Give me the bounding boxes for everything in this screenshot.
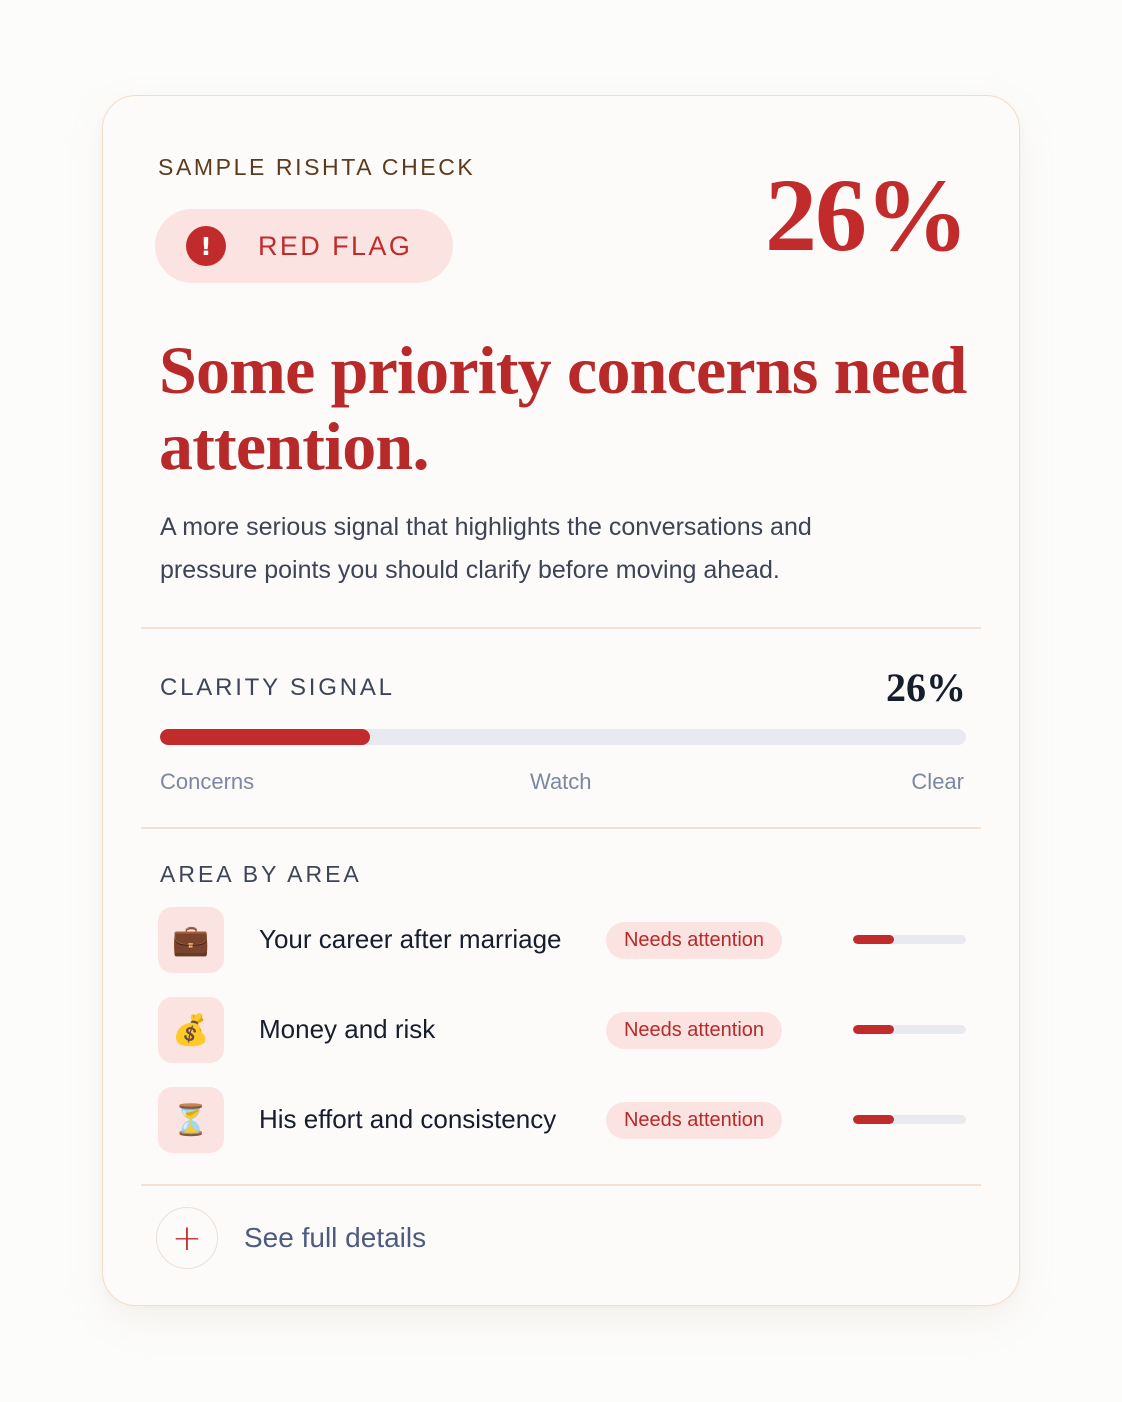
clarity-signal-label: CLARITY SIGNAL bbox=[160, 674, 395, 701]
plus-icon[interactable]: + bbox=[156, 1207, 218, 1269]
see-full-details-button[interactable]: + See full details bbox=[156, 1206, 426, 1270]
scale-label-concerns: Concerns bbox=[160, 769, 255, 794]
status-badge: Needs attention bbox=[606, 922, 782, 959]
area-progress-fill bbox=[853, 1025, 894, 1034]
area-progress-bar bbox=[853, 1025, 966, 1034]
score-percent: 26% bbox=[765, 158, 969, 273]
money-bag-icon: 💰 bbox=[158, 997, 224, 1063]
area-by-area-heading: AREA BY AREA bbox=[160, 861, 362, 887]
alert-circle-icon: ! bbox=[186, 226, 226, 266]
see-full-details-label[interactable]: See full details bbox=[244, 1222, 427, 1253]
clarity-progress-fill bbox=[160, 729, 370, 745]
page-title: Some priority concerns need attention. bbox=[159, 332, 967, 484]
rishta-check-card: SAMPLE RISHTA CHECK ! RED FLAG 26% Some … bbox=[102, 95, 1020, 1306]
summary-description: A more serious signal that highlights th… bbox=[160, 513, 812, 584]
divider bbox=[141, 627, 981, 629]
briefcase-icon: 💼 bbox=[158, 907, 224, 973]
clarity-progress-bar bbox=[160, 729, 966, 745]
badge-label: RED FLAG bbox=[258, 230, 413, 261]
divider bbox=[141, 1184, 981, 1186]
area-progress-bar bbox=[853, 1115, 966, 1124]
card-eyebrow: SAMPLE RISHTA CHECK bbox=[158, 154, 476, 180]
status-badge: Needs attention bbox=[606, 1102, 782, 1139]
divider bbox=[141, 827, 981, 829]
status-badge: Needs attention bbox=[606, 1012, 782, 1049]
clarity-signal-value: 26% bbox=[886, 665, 966, 710]
scale-label-clear: Clear bbox=[911, 769, 964, 794]
area-label: Your career after marriage bbox=[259, 924, 562, 954]
area-progress-fill bbox=[853, 935, 894, 944]
area-progress-fill bbox=[853, 1115, 894, 1124]
area-row-career[interactable]: 💼 Your career after marriage Needs atten… bbox=[158, 907, 966, 973]
area-row-money[interactable]: 💰 Money and risk Needs attention bbox=[158, 997, 966, 1063]
area-label: Money and risk bbox=[259, 1014, 436, 1044]
scale-label-watch: Watch bbox=[530, 769, 592, 794]
area-progress-bar bbox=[853, 935, 966, 944]
red-flag-badge: ! RED FLAG bbox=[155, 209, 453, 283]
hourglass-icon: ⏳ bbox=[158, 1087, 224, 1153]
area-label: His effort and consistency bbox=[259, 1104, 557, 1134]
area-row-effort[interactable]: ⏳ His effort and consistency Needs atten… bbox=[158, 1087, 966, 1153]
